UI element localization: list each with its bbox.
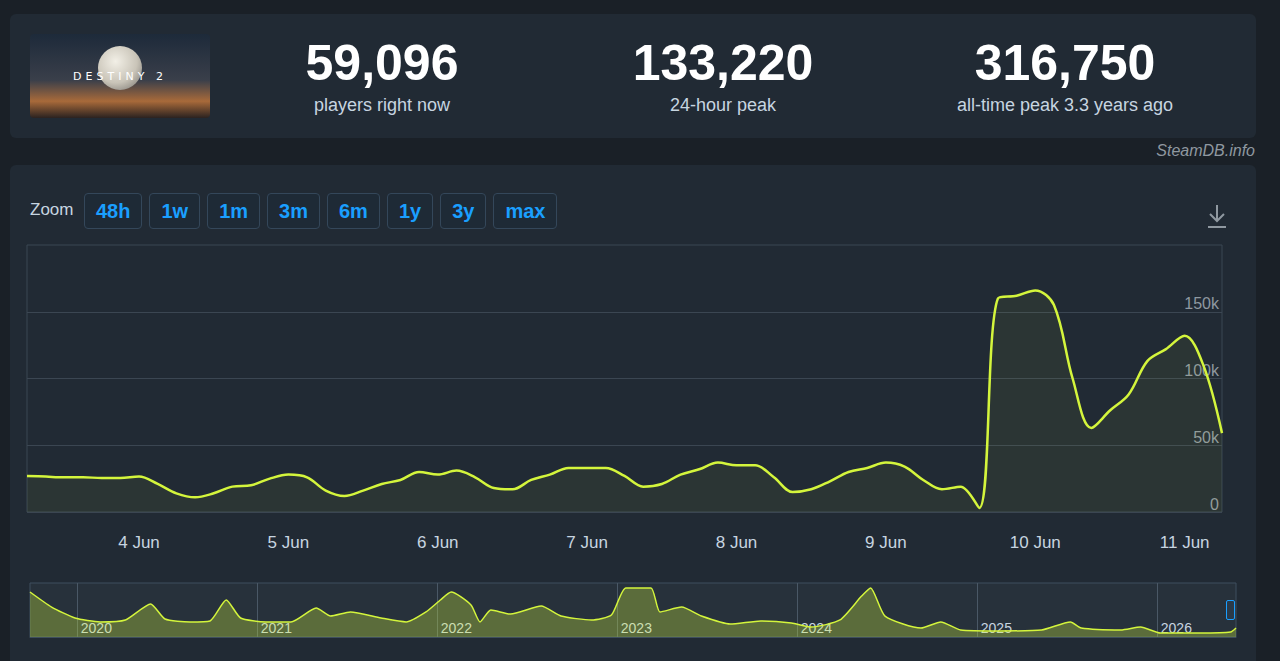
svg-text:9 Jun: 9 Jun	[865, 533, 907, 552]
svg-text:8 Jun: 8 Jun	[716, 533, 758, 552]
svg-text:10 Jun: 10 Jun	[1010, 533, 1061, 552]
html-text:1m: 1m	[219, 200, 249, 222]
svg-text:5 Jun: 5 Jun	[268, 533, 310, 552]
html-text:6m: 6m	[339, 200, 368, 222]
svg-text:6 Jun: 6 Jun	[417, 533, 459, 552]
html-text:Zoom: Zoom	[30, 200, 74, 219]
html-text:3m: 3m	[279, 200, 308, 222]
svg-text:2026: 2026	[1160, 620, 1192, 636]
html-text:1w: 1w	[161, 200, 189, 222]
html-text:all-time peak 3.3 years ago: all-time peak 3.3 years ago	[956, 95, 1174, 115]
html-text:3y: 3y	[452, 200, 475, 222]
html-text:players right now: players right now	[314, 95, 450, 115]
html-text:SteamDB.info: SteamDB.info	[1156, 142, 1255, 159]
html-text:48h: 48h	[96, 200, 131, 222]
html-text:max: max	[505, 200, 546, 222]
html-text:24-hour peak: 24-hour peak	[670, 95, 776, 115]
html-text:316,750: 316,750	[974, 35, 1156, 91]
svg-text:4 Jun: 4 Jun	[118, 533, 160, 552]
svg-text:2025: 2025	[980, 620, 1012, 636]
html-text:1y: 1y	[398, 200, 422, 222]
svg-text:7 Jun: 7 Jun	[566, 533, 608, 552]
html-text:DESTINY 2: DESTINY 2	[73, 70, 167, 83]
svg-text:11 Jun: 11 Jun	[1160, 533, 1210, 552]
svg-text:150k: 150k	[1184, 295, 1220, 312]
html-text:59,096: 59,096	[305, 35, 459, 91]
html-text:133,220: 133,220	[632, 35, 814, 91]
